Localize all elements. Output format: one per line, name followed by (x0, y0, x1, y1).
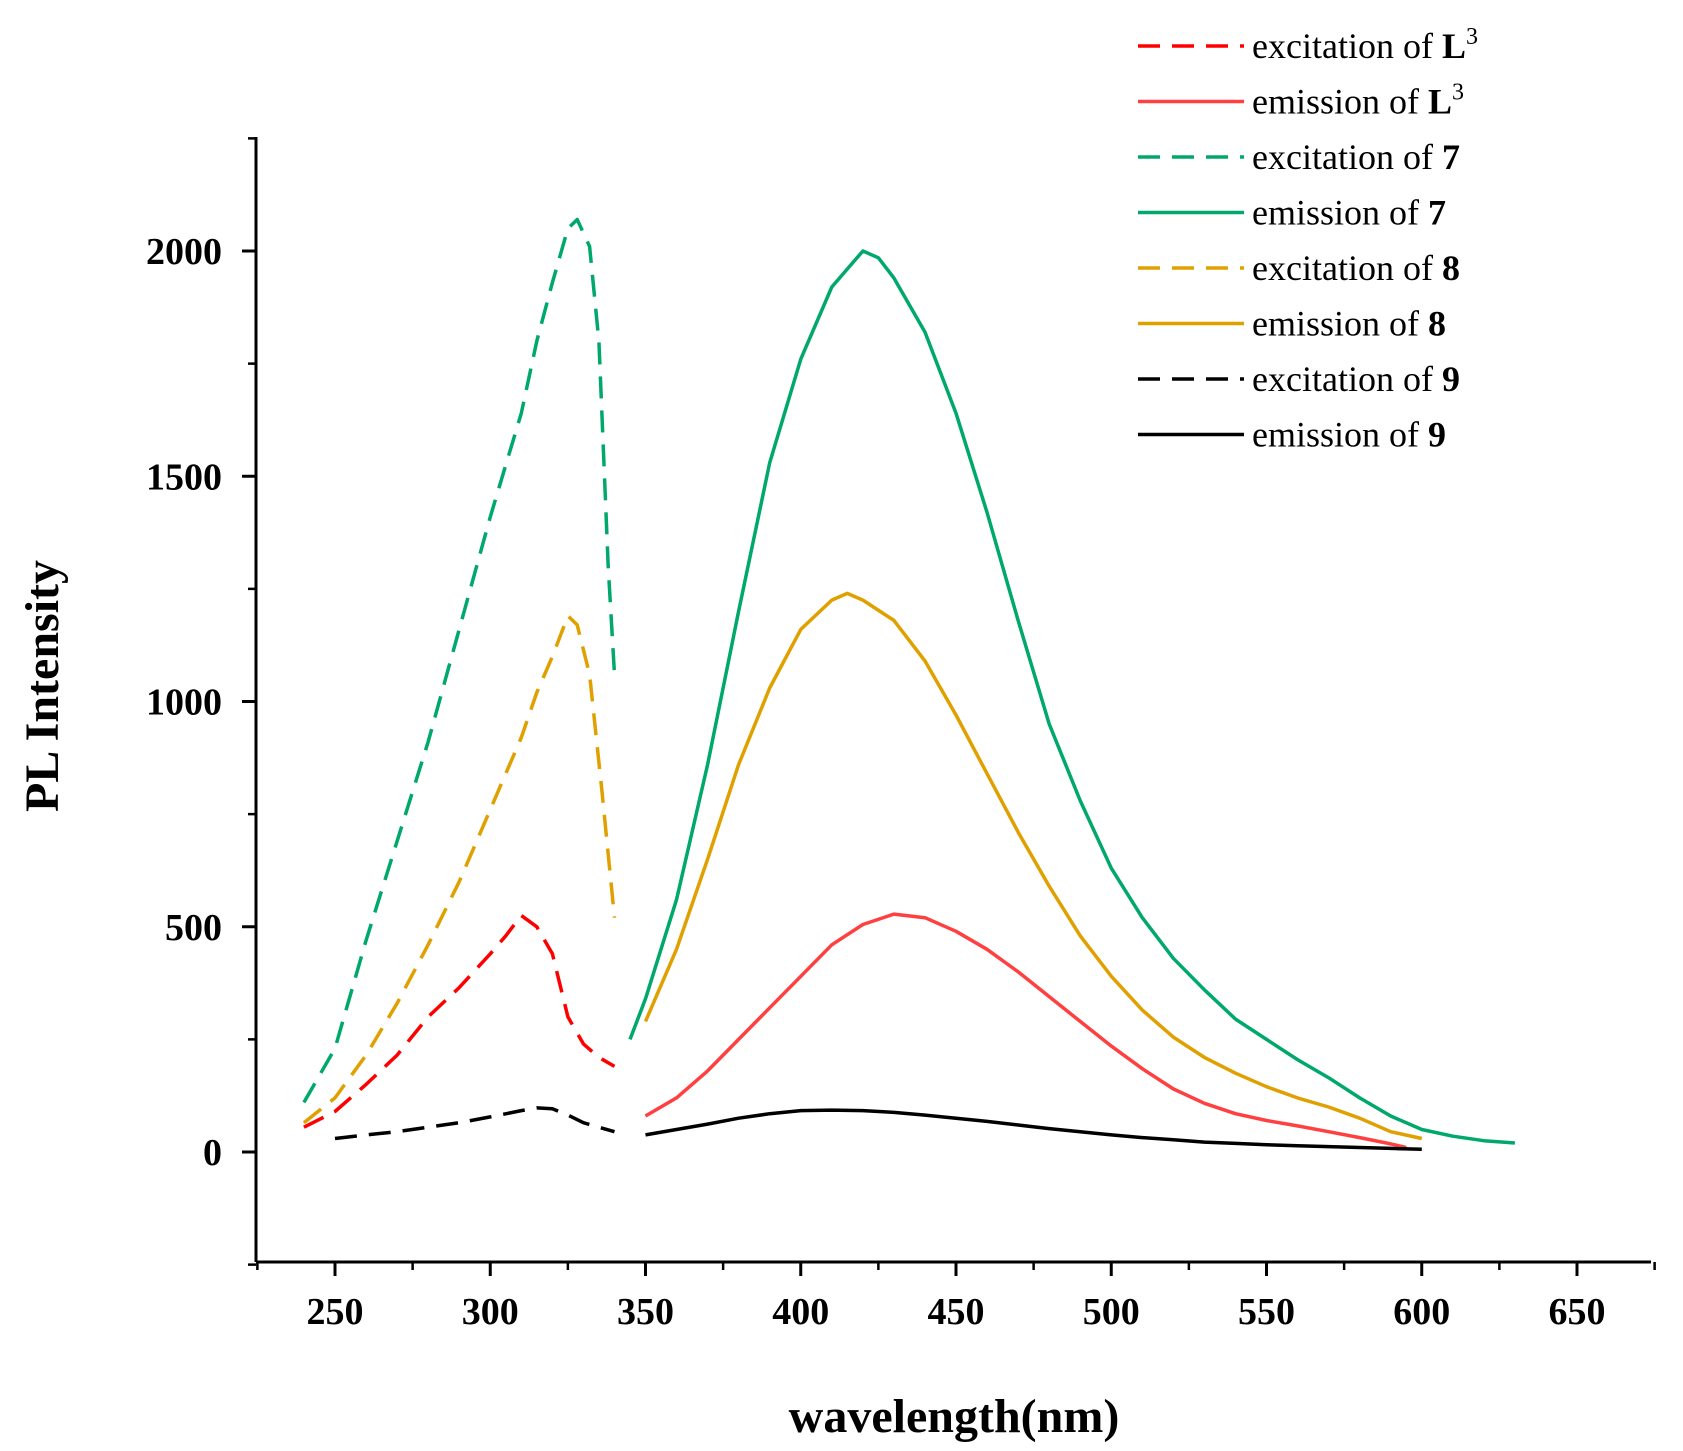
legend-label-6: emission of 8 (1252, 304, 1446, 344)
series-line-4 (628, 249, 1516, 1145)
series-line-3 (302, 217, 617, 1104)
legend-label-4: emission of 7 (1252, 193, 1446, 233)
legend-label-3: excitation of 7 (1252, 137, 1460, 177)
tick-labels: 250 300 350 400 450 500 550 600 650 0 500 1000 1500 2… (146, 231, 1606, 1333)
x-tick-label-300: 300 (462, 1291, 519, 1333)
axes (254, 137, 1651, 1264)
x-tick-label-450: 450 (928, 1291, 985, 1333)
series-line-5 (302, 614, 617, 1125)
x-tick-label-650: 650 (1549, 1291, 1606, 1333)
y-tick-label-0: 0 (203, 1132, 222, 1174)
legend-label-2: emission of L3 (1252, 80, 1464, 122)
series-line-2 (644, 912, 1407, 1150)
x-tick-label-400: 400 (772, 1291, 829, 1333)
y-tick-label-2000: 2000 (146, 231, 222, 273)
x-tick-label-500: 500 (1083, 1291, 1140, 1333)
x-tick-label-550: 550 (1238, 1291, 1295, 1333)
series-line-6 (643, 591, 1423, 1141)
legend: excitation of L3 emission of L3 excitation… (1138, 24, 1478, 455)
y-tick-label-1000: 1000 (146, 682, 222, 724)
series-line-8 (645, 1108, 1422, 1152)
plot-area (302, 217, 1516, 1152)
y-axis-title: PL Intensity (16, 560, 69, 812)
y-tick-label-500: 500 (165, 907, 222, 949)
legend-label-8: emission of 9 (1252, 415, 1446, 455)
legend-label-1: excitation of L3 (1252, 24, 1478, 66)
y-tick-label-1500: 1500 (146, 456, 222, 498)
ticks (242, 137, 1656, 1276)
x-tick-label-350: 350 (617, 1291, 674, 1333)
legend-label-5: excitation of 8 (1252, 248, 1460, 288)
series-line-1 (303, 913, 616, 1129)
x-tick-label-600: 600 (1393, 1291, 1450, 1333)
x-tick-label-250: 250 (307, 1291, 364, 1333)
series-line-7 (334, 1106, 615, 1141)
legend-label-7: excitation of 9 (1252, 359, 1460, 399)
x-axis-title: wavelength(nm) (789, 1390, 1120, 1443)
